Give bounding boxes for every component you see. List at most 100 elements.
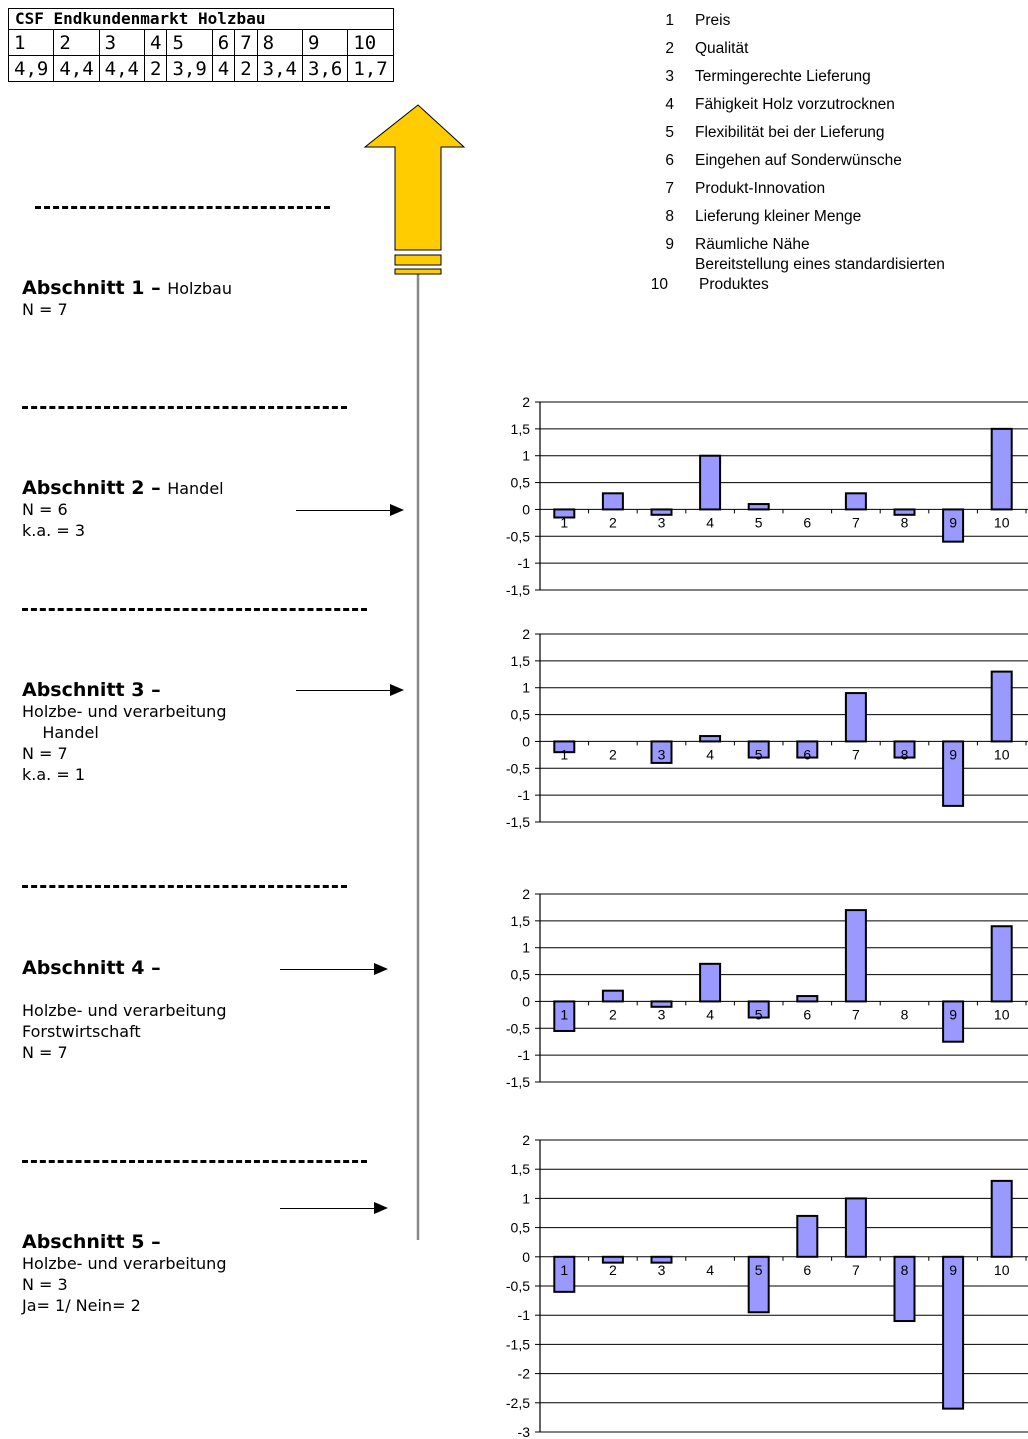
x-tick-label: 8	[901, 514, 909, 530]
bar	[650, 740, 673, 764]
x-tick-label: 4	[706, 1006, 714, 1022]
table-cell: 4,4	[53, 55, 100, 82]
x-tick-label: 10	[994, 746, 1010, 762]
x-tick-label: 3	[658, 1262, 666, 1278]
x-tick-label: 10	[994, 1262, 1010, 1278]
table-cell: 4	[143, 29, 168, 56]
x-tick-label: 1	[560, 514, 568, 530]
table-cell: 6	[211, 29, 236, 56]
bar	[796, 740, 819, 759]
x-tick-label: 4	[706, 746, 714, 762]
bar	[553, 1000, 576, 1032]
x-tick-label: 10	[994, 1006, 1010, 1022]
y-tick-label: -2	[518, 1366, 531, 1382]
bar	[942, 740, 965, 807]
x-tick-label: 2	[609, 1262, 617, 1278]
y-tick-label: -0,5	[506, 760, 530, 776]
x-tick-label: 7	[852, 1262, 860, 1278]
bar	[844, 692, 867, 743]
table-cell: 4,9	[7, 55, 55, 82]
bar	[650, 508, 673, 516]
bar	[990, 670, 1013, 743]
y-tick-label: 0	[522, 1249, 530, 1265]
y-tick-label: 1	[522, 1190, 530, 1206]
bar	[796, 1214, 819, 1258]
table-cell: 8	[256, 29, 304, 56]
table-cell: 1,7	[347, 55, 394, 82]
y-tick-label: -0,5	[506, 528, 530, 544]
section-divider	[22, 885, 347, 888]
arrow-head-icon	[390, 684, 404, 696]
bar	[699, 735, 722, 743]
bar	[893, 1255, 916, 1323]
table-cell: 1	[7, 29, 55, 56]
x-tick-label: 1	[560, 1006, 568, 1022]
y-tick-label: -1,5	[506, 1074, 530, 1090]
y-tick-label: -1	[518, 787, 531, 803]
x-tick-label: 1	[560, 1262, 568, 1278]
x-tick-label: 3	[658, 514, 666, 530]
table-title: CSF Endkundenmarkt Holzbau	[8, 8, 394, 30]
x-tick-label: 9	[949, 1262, 957, 1278]
pointer-arrow	[280, 1208, 376, 1209]
x-tick-label: 7	[852, 1006, 860, 1022]
y-tick-label: 2	[522, 1132, 530, 1148]
y-tick-label: 0	[522, 501, 530, 517]
table-cell: 5	[166, 29, 213, 56]
bar	[699, 962, 722, 1003]
bar	[893, 740, 916, 759]
bar	[650, 1000, 673, 1008]
bar	[990, 925, 1013, 1003]
arrow-head-icon	[390, 504, 404, 516]
bar	[553, 508, 576, 519]
section-3: Abschnitt 3 – Holzbe- und verarbeitung H…	[22, 679, 227, 785]
pointer-arrow	[296, 690, 392, 691]
section-1: Abschnitt 1 – Holzbau N = 7	[22, 277, 232, 320]
pointer-arrow	[296, 510, 392, 511]
y-tick-label: 0,5	[511, 475, 531, 491]
y-tick-label: 0,5	[511, 967, 531, 983]
bar	[990, 427, 1013, 511]
y-tick-label: 1,5	[511, 913, 531, 929]
x-tick-label: 7	[852, 514, 860, 530]
x-tick-label: 2	[609, 514, 617, 530]
y-tick-label: 2	[522, 394, 530, 410]
x-tick-label: 5	[755, 1006, 763, 1022]
table-cell: 2	[53, 29, 100, 56]
x-tick-label: 6	[803, 1262, 811, 1278]
table-cell: 2	[143, 55, 168, 82]
table-cell: 3,4	[256, 55, 304, 82]
bar	[601, 1255, 624, 1264]
table-header-row: 1 2 3 4 5 6 7 8 9 10	[7, 29, 394, 56]
section-2: Abschnitt 2 – Handel N = 6 k.a. = 3	[22, 477, 224, 541]
table-cell: 4,4	[98, 55, 145, 82]
bar	[990, 1179, 1013, 1258]
y-tick-label: 2	[522, 626, 530, 642]
y-tick-label: 0	[522, 733, 530, 749]
x-tick-label: 9	[949, 746, 957, 762]
y-tick-label: 0	[522, 993, 530, 1009]
y-tick-label: -0,5	[506, 1020, 530, 1036]
table-value-row: 4,9 4,4 4,4 2 3,9 4 2 3,4 3,6 1,7	[7, 55, 394, 82]
y-tick-label: -1	[518, 1047, 531, 1063]
x-tick-label: 8	[901, 1006, 909, 1022]
y-tick-label: 1,5	[511, 653, 531, 669]
bar	[796, 995, 819, 1003]
y-tick-label: 0,5	[511, 1220, 531, 1236]
bar	[844, 909, 867, 1003]
section-divider	[22, 406, 347, 409]
y-tick-label: 1	[522, 448, 530, 464]
x-tick-label: 4	[706, 514, 714, 530]
y-tick-label: 1	[522, 680, 530, 696]
x-tick-label: 6	[803, 1006, 811, 1022]
x-tick-label: 2	[609, 1006, 617, 1022]
table-cell: 4	[211, 55, 236, 82]
y-tick-label: -2,5	[506, 1395, 530, 1411]
table-cell: 3	[98, 29, 145, 56]
bar	[942, 508, 965, 543]
y-tick-label: 1	[522, 940, 530, 956]
x-tick-label: 7	[852, 746, 860, 762]
x-tick-label: 5	[755, 514, 763, 530]
bar	[601, 989, 624, 1003]
table-cell: 9	[301, 29, 349, 56]
